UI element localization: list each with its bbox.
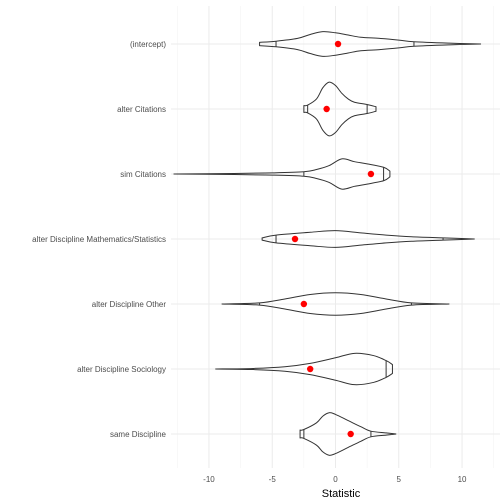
y-tick-label: same Discipline (110, 430, 167, 439)
y-tick-label: alter Discipline Mathematics/Statistics (32, 235, 166, 244)
y-tick-label: alter Discipline Other (92, 300, 167, 309)
x-tick-label: 5 (397, 475, 402, 484)
violin-group (259, 31, 482, 57)
violin-shape (221, 292, 450, 316)
y-tick-labels: (intercept) alter Citations sim Citations a… (32, 40, 166, 439)
violin-shape (173, 158, 391, 190)
violin-shape (215, 352, 393, 386)
x-tick-label: 0 (333, 475, 338, 484)
violins (173, 31, 482, 456)
x-tick-labels: -10 -5 0 5 10 (203, 475, 467, 484)
violin-shape (303, 81, 377, 137)
mean-point (347, 430, 354, 438)
mean-point (300, 300, 308, 308)
violin-shape (299, 412, 397, 456)
violin-group (173, 158, 391, 190)
violin-group (303, 81, 377, 137)
violin-shape (259, 31, 482, 57)
mean-point (334, 40, 342, 48)
x-tick-label: -5 (269, 475, 277, 484)
y-tick-label: alter Discipline Sociology (77, 365, 166, 374)
grid-lines (171, 6, 500, 468)
violin-group (221, 292, 450, 316)
violin-group (215, 352, 393, 386)
violin-group (299, 412, 397, 456)
y-tick-label: (intercept) (130, 40, 166, 49)
mean-point (306, 365, 314, 373)
mean-point (367, 170, 375, 178)
mean-point (323, 105, 330, 113)
violin-group (261, 230, 475, 248)
x-tick-label: 10 (458, 475, 467, 484)
mean-point (291, 235, 299, 243)
y-tick-label: sim Citations (120, 170, 166, 179)
x-tick-label: -10 (203, 475, 215, 484)
x-axis-title: Statistic (322, 488, 361, 500)
y-tick-label: alter Citations (117, 105, 166, 114)
violin-shape (261, 230, 475, 248)
